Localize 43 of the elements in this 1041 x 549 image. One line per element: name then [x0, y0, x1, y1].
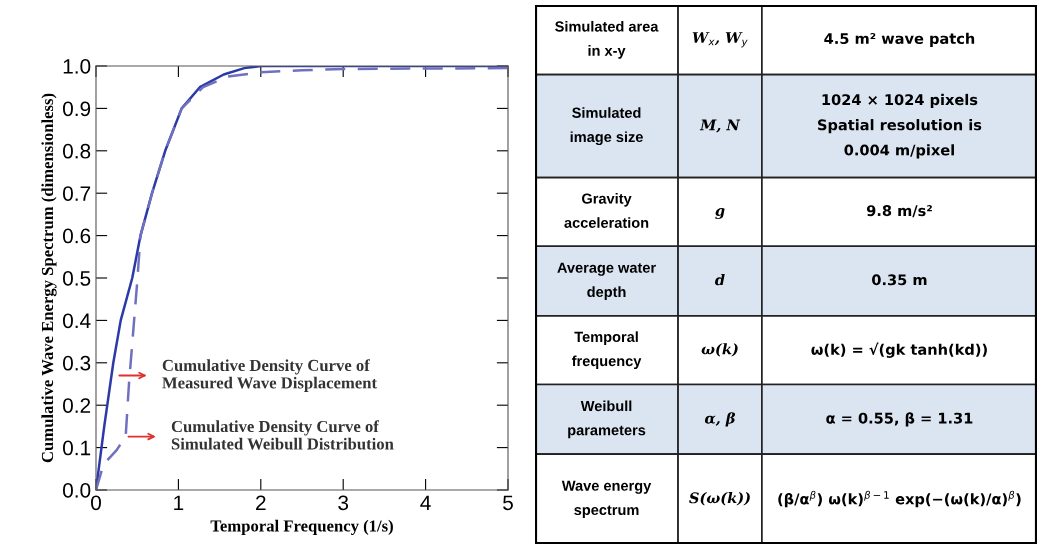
text: ω(k) [701, 343, 738, 357]
y-tick-label: 0.8 [62, 143, 91, 159]
y-axis-title: Cumulative Wave Energy Spectrum (dimensionless) [41, 93, 57, 463]
x-tick-label: 5 [503, 495, 513, 511]
text: d [715, 274, 725, 286]
y-tick-label: 0.1 [62, 440, 91, 456]
x-axis-title: Temporal Frequency (1/s) [210, 519, 393, 535]
y-tick-label: 0.0 [62, 483, 91, 498]
text: ω(k) = √(gk tanh(kd)) [811, 342, 987, 358]
x-tick-label: 2 [256, 495, 266, 510]
y-tick-label: 0.3 [62, 355, 91, 371]
annotation: Cumulative Density Curve of Simulated Weibull Distribution [171, 420, 394, 450]
y-tick-label: 0.6 [62, 228, 91, 244]
y-tick-label: 0.2 [62, 398, 91, 413]
text: Average water depth [557, 262, 656, 300]
line-series [96, 66, 508, 490]
y-tick-label: 1.0 [63, 59, 91, 74]
x-tick-label: 3 [338, 495, 349, 511]
text: Wave energy spectrum [561, 480, 652, 518]
y-tick-label: 0.5 [62, 271, 91, 286]
text: S(ω(k)) [689, 492, 750, 506]
text: 0.35 m [872, 274, 927, 286]
text: Gravity acceleration [564, 193, 649, 228]
text: 4.5 m² wave patch [824, 32, 975, 47]
y-tick-label: 0.4 [62, 313, 91, 329]
text: 1024 × 1024 pixels Spatial resolution is 0.004 m/pixel [818, 93, 982, 159]
x-tick-label: 1 [174, 495, 184, 510]
annotation: Cumulative Density Curve of Measured Wave Displacement [162, 359, 377, 392]
y-tick-label: 0.7 [62, 186, 91, 201]
text: α, β [704, 412, 736, 427]
text: W$_{x}$, W$_{y}$ [692, 32, 748, 48]
y-tick-label: 0.9 [62, 101, 91, 117]
text: 9.8 m/s² [866, 205, 932, 218]
text: g [715, 207, 725, 219]
text: M, N [699, 119, 741, 133]
text: (β/α$^{β}$) ω(k)$^{β−1}$ exp(−(ω(k)/α)$^{β}$) [778, 490, 1021, 508]
text: Weibull parameters [568, 400, 646, 439]
x-tick-label: 4 [420, 495, 431, 510]
x-tick-label: 0 [91, 495, 101, 511]
text: Simulated image size [570, 107, 643, 146]
text: α = 0.55, β = 1.31 [826, 412, 973, 427]
text: Simulated area in x-y [555, 20, 659, 59]
text: Temporal frequency [571, 331, 642, 370]
